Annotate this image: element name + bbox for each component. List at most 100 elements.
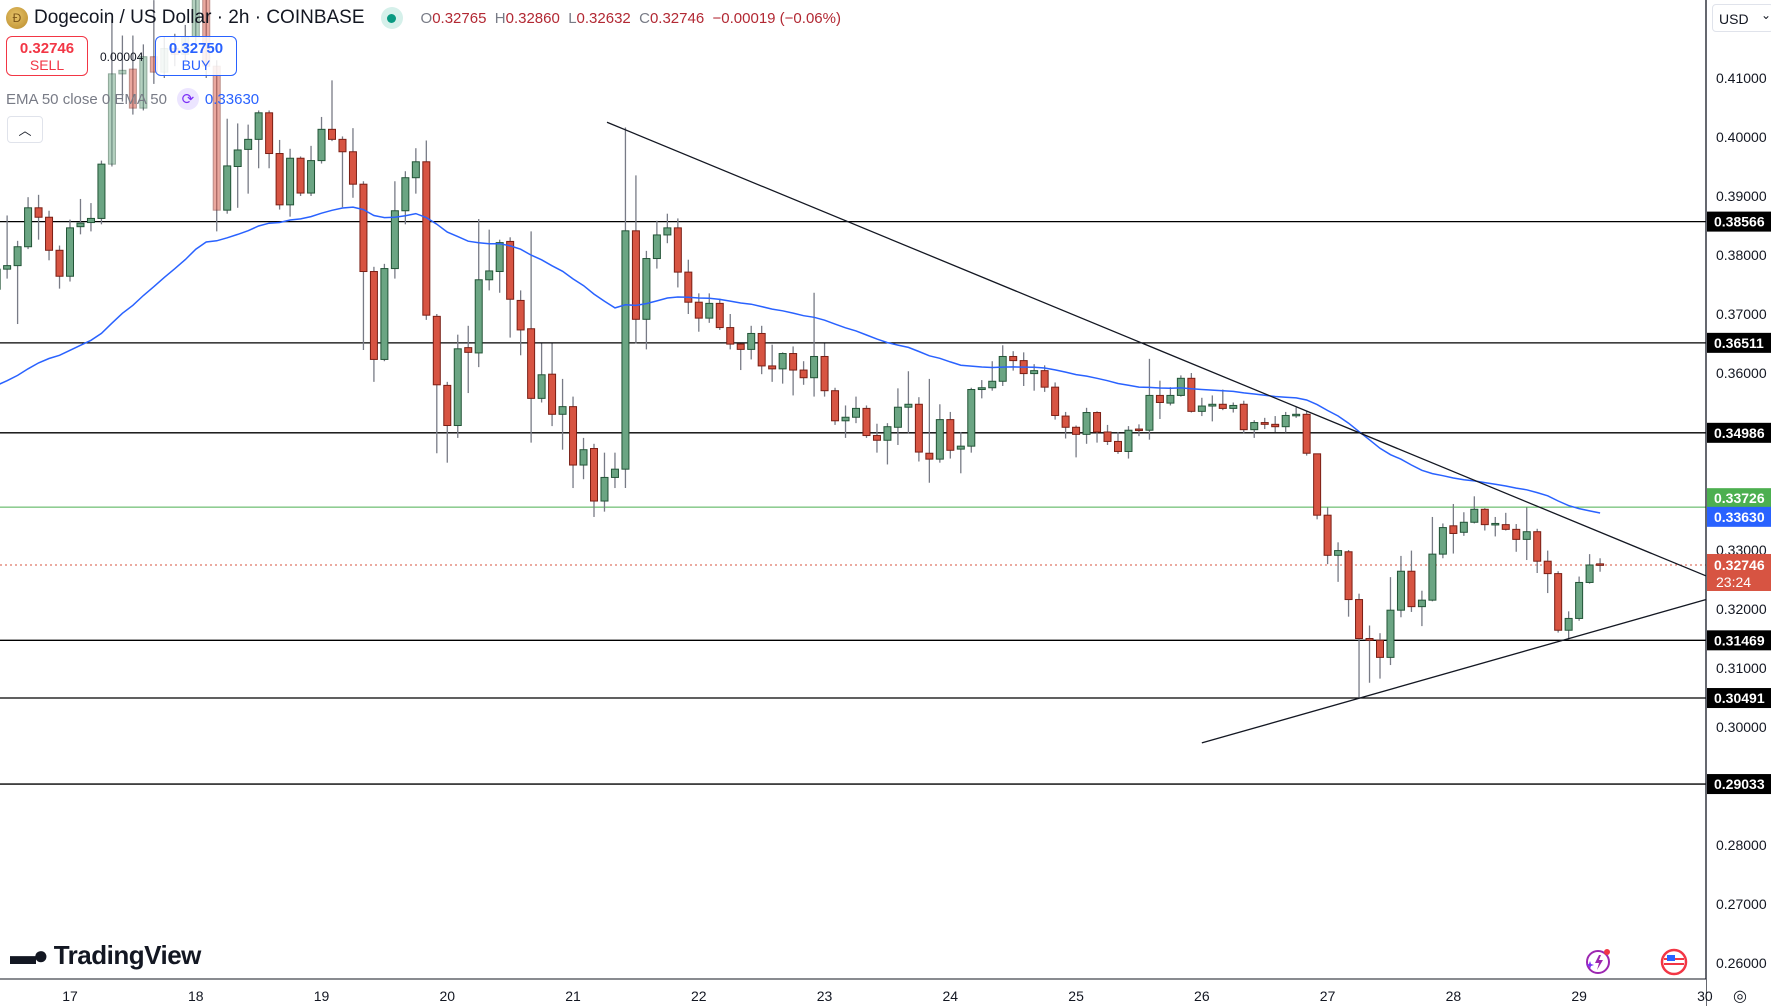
candle[interactable] bbox=[76, 222, 85, 228]
candle[interactable] bbox=[642, 258, 651, 320]
candle[interactable] bbox=[1522, 531, 1531, 540]
candle[interactable] bbox=[631, 230, 640, 320]
trendline[interactable] bbox=[1201, 598, 1707, 744]
candle[interactable] bbox=[1575, 581, 1584, 619]
candle[interactable] bbox=[673, 227, 682, 273]
ai-sparkle-icon[interactable] bbox=[1582, 947, 1612, 977]
trendline[interactable] bbox=[606, 121, 1707, 577]
candle[interactable] bbox=[1040, 370, 1049, 388]
candle[interactable] bbox=[296, 157, 305, 194]
indicator-legend[interactable]: EMA 50 close 0 EMA 50 ⟳ 0.33630 bbox=[6, 88, 259, 110]
candle[interactable] bbox=[1187, 377, 1196, 412]
candle[interactable] bbox=[1145, 394, 1154, 431]
candle[interactable] bbox=[1218, 403, 1227, 409]
candle[interactable] bbox=[13, 246, 22, 267]
candle[interactable] bbox=[1449, 525, 1458, 534]
tradingview-logo[interactable]: ▬● TradingView bbox=[10, 940, 201, 971]
candle[interactable] bbox=[652, 234, 661, 260]
candle[interactable] bbox=[862, 407, 871, 437]
candle[interactable] bbox=[1407, 570, 1416, 608]
candle[interactable] bbox=[841, 416, 850, 422]
candle[interactable] bbox=[286, 157, 295, 206]
candle[interactable] bbox=[1103, 431, 1112, 442]
candle[interactable] bbox=[1355, 599, 1364, 639]
candle[interactable] bbox=[1281, 414, 1290, 428]
candle[interactable] bbox=[621, 230, 630, 470]
candle[interactable] bbox=[474, 279, 483, 354]
candle[interactable] bbox=[684, 271, 693, 303]
candle[interactable] bbox=[527, 328, 536, 399]
candle[interactable] bbox=[244, 138, 253, 150]
candle[interactable] bbox=[1072, 426, 1081, 435]
candle[interactable] bbox=[967, 389, 976, 447]
candle[interactable] bbox=[1176, 377, 1185, 396]
candle[interactable] bbox=[852, 407, 860, 418]
candle[interactable] bbox=[956, 445, 965, 450]
candle[interactable] bbox=[537, 374, 546, 399]
candle[interactable] bbox=[1061, 415, 1070, 428]
refresh-icon[interactable]: ⟳ bbox=[176, 88, 199, 110]
candle[interactable] bbox=[977, 387, 986, 391]
candle[interactable] bbox=[1208, 403, 1217, 407]
time-axis[interactable] bbox=[0, 979, 1706, 1006]
candle[interactable] bbox=[1239, 403, 1248, 431]
candle[interactable] bbox=[1051, 386, 1060, 416]
candle[interactable] bbox=[86, 217, 95, 224]
candle[interactable] bbox=[1134, 428, 1143, 432]
candle[interactable] bbox=[118, 69, 127, 75]
candle[interactable] bbox=[1260, 422, 1269, 425]
candle[interactable] bbox=[1313, 453, 1322, 516]
candle[interactable] bbox=[317, 128, 326, 162]
candle[interactable] bbox=[914, 403, 923, 453]
candle[interactable] bbox=[97, 163, 106, 219]
candle[interactable] bbox=[988, 380, 997, 389]
candle[interactable] bbox=[24, 207, 33, 248]
candle[interactable] bbox=[1093, 412, 1102, 433]
candle[interactable] bbox=[663, 227, 672, 236]
candle[interactable] bbox=[1554, 573, 1563, 631]
candle[interactable] bbox=[495, 242, 504, 273]
candle[interactable] bbox=[600, 476, 609, 502]
candle[interactable] bbox=[705, 302, 714, 319]
candle[interactable] bbox=[1501, 524, 1510, 530]
candle[interactable] bbox=[139, 56, 148, 109]
candle[interactable] bbox=[1197, 405, 1206, 412]
candle[interactable] bbox=[1396, 570, 1405, 611]
candle[interactable] bbox=[1334, 550, 1343, 556]
candle[interactable] bbox=[998, 355, 1007, 382]
ema-line[interactable] bbox=[0, 206, 1601, 514]
candle[interactable] bbox=[1124, 429, 1133, 452]
buy-button[interactable]: 0.32750 BUY bbox=[155, 36, 237, 76]
candle[interactable] bbox=[369, 271, 378, 360]
candle[interactable] bbox=[328, 128, 336, 140]
candle[interactable] bbox=[789, 353, 798, 371]
candle[interactable] bbox=[558, 406, 567, 415]
candle[interactable] bbox=[1543, 560, 1552, 575]
candle[interactable] bbox=[55, 249, 64, 277]
candle[interactable] bbox=[1009, 355, 1018, 362]
candle[interactable] bbox=[726, 327, 735, 345]
candle[interactable] bbox=[506, 240, 515, 300]
candle[interactable] bbox=[1470, 508, 1479, 523]
symbol-title[interactable]: Dogecoin / US Dollar · 2h · COINBASE bbox=[34, 7, 365, 28]
candle[interactable] bbox=[1030, 370, 1039, 375]
candle[interactable] bbox=[348, 151, 357, 185]
candle[interactable] bbox=[422, 161, 431, 316]
candle[interactable] bbox=[3, 265, 12, 270]
candle[interactable] bbox=[590, 448, 598, 502]
candle[interactable] bbox=[338, 138, 347, 153]
candle[interactable] bbox=[464, 347, 473, 353]
candle[interactable] bbox=[1344, 551, 1353, 601]
candle[interactable] bbox=[883, 426, 892, 441]
candle[interactable] bbox=[1459, 521, 1468, 533]
candle[interactable] bbox=[799, 369, 808, 379]
candle[interactable] bbox=[380, 268, 389, 360]
candle[interactable] bbox=[254, 112, 263, 140]
candle[interactable] bbox=[1292, 413, 1301, 417]
candle[interactable] bbox=[443, 384, 452, 427]
candle[interactable] bbox=[45, 216, 54, 251]
candle[interactable] bbox=[820, 355, 829, 392]
candle[interactable] bbox=[715, 302, 724, 329]
candle[interactable] bbox=[757, 332, 766, 367]
